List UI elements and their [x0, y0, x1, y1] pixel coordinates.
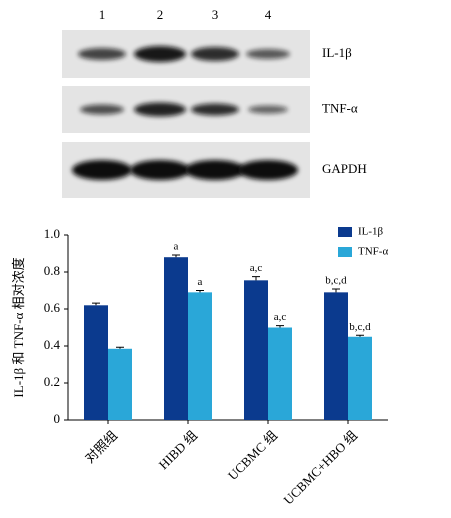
significance-label: a: [198, 276, 203, 288]
lane-label: 1: [99, 7, 106, 22]
bar: [108, 348, 132, 420]
band: [191, 47, 239, 61]
band: [130, 160, 190, 180]
band: [78, 48, 126, 60]
lane-label: 3: [212, 7, 219, 22]
bar: [164, 257, 188, 420]
bar: [268, 327, 292, 420]
band: [134, 46, 186, 62]
significance-label: b,c,d: [325, 275, 347, 287]
band: [134, 102, 186, 117]
legend-label: IL-1β: [358, 226, 384, 238]
legend-label: TNF-α: [358, 246, 388, 258]
legend-swatch: [338, 227, 352, 237]
bar: [84, 305, 108, 420]
significance-label: a,c: [250, 262, 263, 274]
band: [191, 103, 239, 116]
x-tick-label: UCBMC 组: [225, 428, 280, 483]
band: [72, 160, 132, 180]
significance-label: a,c: [274, 311, 287, 323]
error-bar: [116, 346, 124, 349]
y-tick-label: 1.0: [44, 226, 60, 241]
lane-label: 4: [265, 7, 272, 22]
error-bar: [252, 276, 260, 281]
bar: [348, 336, 372, 420]
y-axis-label: IL-1β 和 TNF-α 相对浓度: [11, 257, 26, 397]
x-tick-label: UCBMC+HBO 组: [280, 428, 360, 508]
error-bar: [332, 288, 340, 293]
band: [80, 104, 124, 115]
band: [246, 49, 290, 59]
row-label: TNF-α: [322, 100, 358, 115]
error-bar: [172, 254, 180, 258]
y-tick-label: 0: [54, 411, 61, 426]
bar: [188, 292, 212, 420]
y-tick-label: 0.8: [44, 263, 60, 278]
x-tick-label: HIBD 组: [156, 428, 201, 473]
bar: [324, 292, 348, 420]
error-bar: [196, 290, 204, 293]
western-blot: 1 2 3 4 IL-1β TNF-α GAPDH: [62, 7, 367, 198]
significance-label: a: [174, 241, 179, 253]
y-tick-label: 0.2: [44, 374, 60, 389]
band: [185, 160, 245, 180]
band: [238, 160, 298, 180]
y-tick-label: 0.4: [44, 337, 61, 352]
y-tick-label: 0.6: [44, 300, 61, 315]
band: [248, 105, 288, 114]
row-label: GAPDH: [322, 161, 367, 176]
significance-label: b,c,d: [349, 321, 371, 333]
legend-swatch: [338, 247, 352, 257]
row-label: IL-1β: [322, 45, 352, 60]
error-bar: [276, 325, 284, 328]
error-bar: [356, 334, 364, 337]
lane-label: 2: [157, 7, 164, 22]
error-bar: [92, 302, 100, 306]
x-tick-label: 对照组: [82, 428, 120, 466]
bar: [244, 280, 268, 420]
